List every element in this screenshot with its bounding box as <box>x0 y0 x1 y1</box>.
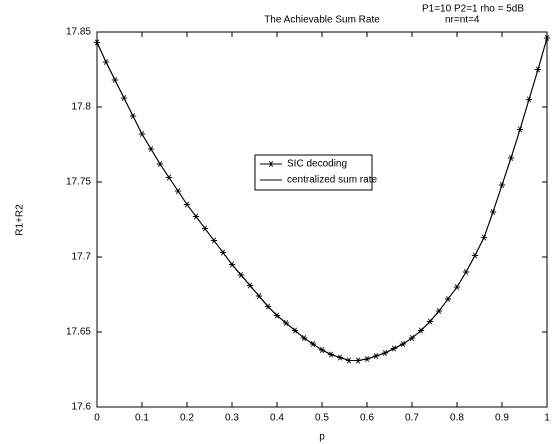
x-tick-label: 0.9 <box>495 413 509 424</box>
annotation: nr=nt=4 <box>445 15 480 26</box>
y-tick-label: 17.8 <box>72 102 92 113</box>
x-tick-label: 0.8 <box>450 413 464 424</box>
legend-marker <box>267 160 275 168</box>
series-line <box>96 37 548 361</box>
x-tick-label: 0.1 <box>135 413 149 424</box>
y-tick-label: 17.7 <box>72 252 92 263</box>
x-tick-label: 0 <box>94 413 100 424</box>
legend-box <box>254 154 373 191</box>
x-tick-label: 0.6 <box>360 413 374 424</box>
x-tick-label: 0.2 <box>180 413 194 424</box>
y-axis-label: R1+R2 <box>15 204 26 236</box>
x-axis-label: p <box>319 432 325 443</box>
y-tick-label: 17.6 <box>72 402 92 413</box>
y-tick-label: 17.85 <box>66 27 91 38</box>
x-tick-label: 0.3 <box>225 413 239 424</box>
y-tick-label: 17.75 <box>66 177 91 188</box>
annotation: P1=10 P2=1 rho = 5dB <box>422 4 524 15</box>
x-tick-label: 0.5 <box>315 413 329 424</box>
legend-label: SIC decoding <box>287 159 347 170</box>
series-line <box>96 37 548 361</box>
x-tick-label: 0.4 <box>270 413 284 424</box>
marker-stroke <box>269 160 273 168</box>
chart-title: The Achievable Sum Rate <box>264 15 380 26</box>
legend-label: centralized sum rate <box>287 175 377 186</box>
x-tick-label: 0.7 <box>405 413 419 424</box>
y-tick-label: 17.65 <box>66 327 91 338</box>
x-tick-label: 1 <box>544 413 550 424</box>
